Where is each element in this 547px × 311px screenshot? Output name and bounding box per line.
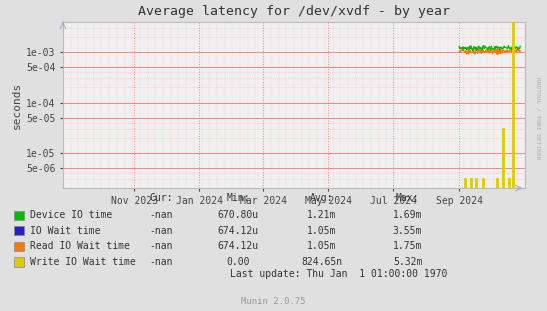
Text: Max:: Max:	[396, 193, 419, 202]
Y-axis label: seconds: seconds	[11, 81, 22, 128]
Title: Average latency for /dev/xvdf - by year: Average latency for /dev/xvdf - by year	[138, 5, 450, 18]
Text: 1.75m: 1.75m	[393, 241, 422, 251]
Text: Last update: Thu Jan  1 01:00:00 1970: Last update: Thu Jan 1 01:00:00 1970	[230, 269, 448, 279]
Text: 1.05m: 1.05m	[307, 241, 336, 251]
Text: 1.21m: 1.21m	[307, 210, 336, 220]
Text: 0.00: 0.00	[226, 257, 249, 267]
Text: 674.12u: 674.12u	[217, 226, 259, 236]
Text: Avg:: Avg:	[310, 193, 333, 202]
Text: Min:: Min:	[226, 193, 249, 202]
Text: 1.05m: 1.05m	[307, 226, 336, 236]
Text: 674.12u: 674.12u	[217, 241, 259, 251]
Text: -nan: -nan	[150, 226, 173, 236]
Text: -nan: -nan	[150, 210, 173, 220]
Text: 3.55m: 3.55m	[393, 226, 422, 236]
Text: -nan: -nan	[150, 241, 173, 251]
Text: RRDTOOL / TOBI OETIKER: RRDTOOL / TOBI OETIKER	[536, 77, 540, 160]
Text: Device IO time: Device IO time	[30, 210, 112, 220]
Text: 1.69m: 1.69m	[393, 210, 422, 220]
Text: 670.80u: 670.80u	[217, 210, 259, 220]
Text: IO Wait time: IO Wait time	[30, 226, 101, 236]
Text: 5.32m: 5.32m	[393, 257, 422, 267]
Text: Write IO Wait time: Write IO Wait time	[30, 257, 136, 267]
Text: -nan: -nan	[150, 257, 173, 267]
Text: Cur:: Cur:	[150, 193, 173, 202]
Text: 824.65n: 824.65n	[301, 257, 342, 267]
Text: Read IO Wait time: Read IO Wait time	[30, 241, 130, 251]
Text: Munin 2.0.75: Munin 2.0.75	[241, 297, 306, 306]
